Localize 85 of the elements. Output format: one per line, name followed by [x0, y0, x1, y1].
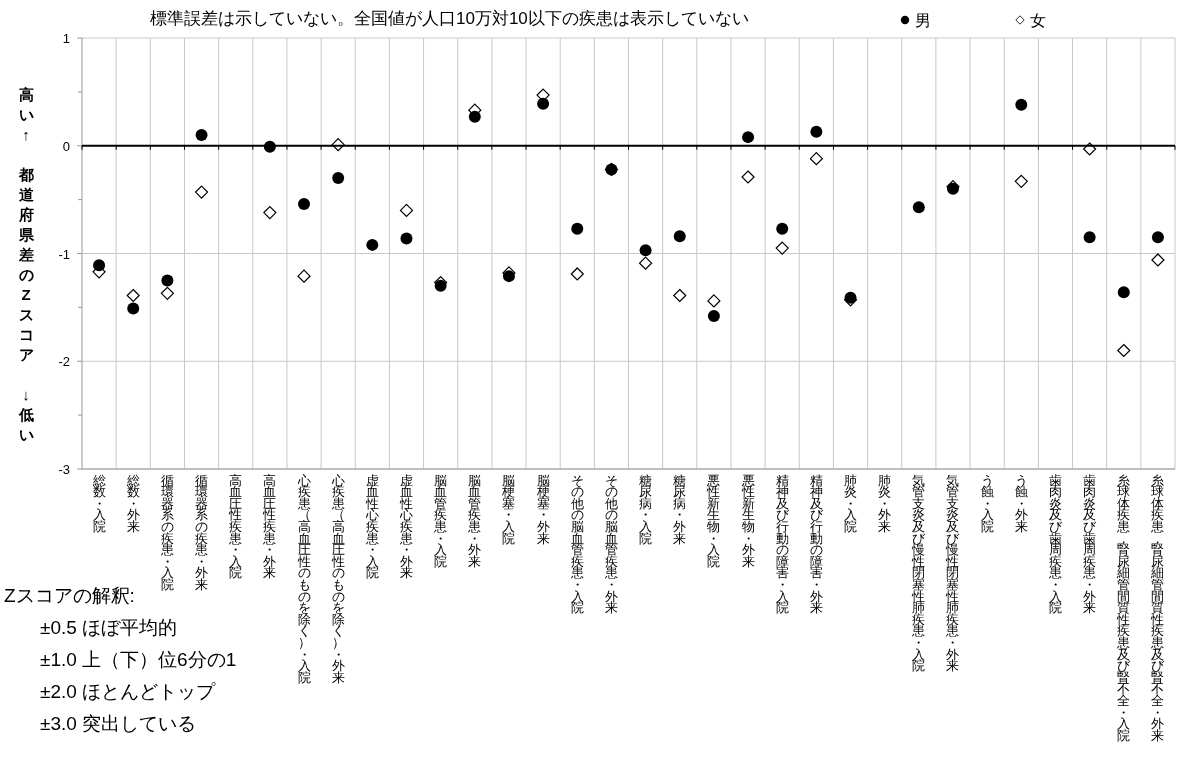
- point: [1015, 98, 1028, 111]
- point: [570, 267, 584, 281]
- category-label: 糸球体疾患，腎尿細管間質性疾患及び腎不全・入院: [1117, 473, 1131, 743]
- point: [127, 302, 140, 315]
- point: [160, 286, 174, 300]
- category-label: 虚血性心疾患・外来: [399, 473, 413, 581]
- text: ±0.5 ほぼ平均的: [40, 617, 178, 638]
- point: [810, 125, 823, 138]
- x-tick-label: 総数・入院: [91, 473, 106, 534]
- x-tick-label: 糖尿病・入院: [639, 473, 653, 546]
- point: [1117, 343, 1131, 358]
- point: [263, 205, 277, 220]
- legend-label: 男: [915, 12, 931, 29]
- point: [1151, 253, 1165, 267]
- point: [741, 170, 755, 184]
- category-label: 虚血性心疾患・入院: [365, 473, 379, 581]
- text: ±1.0 上（下）位6分の1: [40, 649, 237, 670]
- text: ±3.0 突出している: [40, 713, 197, 734]
- point: [126, 288, 140, 303]
- x-tick-label: 糖尿病・外来: [673, 473, 687, 546]
- point: [809, 152, 823, 166]
- y-tick-label: 0: [62, 138, 70, 154]
- point: [639, 244, 652, 257]
- x-tick-label: 脳血管疾患・外来: [467, 473, 482, 569]
- point: [1083, 142, 1097, 156]
- category-label: その他の脳血管疾患・入院: [570, 473, 584, 616]
- x-tick-label: う蝕・外来: [1014, 473, 1028, 534]
- category-label: その他の脳血管疾患・外来: [604, 473, 618, 616]
- point: [707, 294, 721, 308]
- category-label: 心疾患（高血圧性のものを除く）・入院: [297, 473, 311, 685]
- point: [638, 256, 653, 270]
- x-tick-label: 肺炎・入院: [844, 473, 858, 534]
- category-label: 高血圧性疾患・外来: [263, 473, 277, 581]
- point: [912, 201, 925, 214]
- category-label: 気管支炎及び慢性閉塞性肺疾患・外来: [946, 473, 960, 674]
- text: 高い↑ 都道府県差のZスコア ↓低い: [18, 86, 34, 443]
- point: [1014, 174, 1028, 188]
- x-tick-label: 脳梗塞・外来: [535, 473, 550, 546]
- x-tick-label: う蝕・入院: [980, 473, 994, 534]
- point: [400, 232, 413, 245]
- point: [775, 241, 789, 255]
- x-tick-label: 肺炎・外来: [878, 473, 892, 534]
- category-label: 歯肉炎及び歯周疾患・外来: [1083, 473, 1097, 616]
- point: [776, 222, 789, 235]
- point: [366, 238, 379, 251]
- point: [263, 140, 276, 153]
- point: [399, 203, 414, 217]
- y-tick-label: 1: [62, 31, 70, 46]
- chart-title: 標準誤差は示していない。全国値が人口10万対10以下の疾患は表示していない: [150, 9, 749, 28]
- x-tick-label: 脳血管疾患・入院: [433, 473, 448, 569]
- point: [1117, 286, 1130, 299]
- x-tick-label: 脳梗塞・入院: [501, 473, 516, 546]
- point: [673, 288, 687, 303]
- text: ±2.0 ほとんどトップ: [40, 681, 217, 702]
- category-label: 心疾患（高血圧性のものを除く）・外来: [331, 473, 345, 685]
- point: [673, 230, 686, 243]
- category-label: 歯肉炎及び歯周疾患・入院: [1048, 473, 1062, 616]
- x-tick-label: 悪性新生物・入院: [706, 473, 721, 569]
- point: [297, 269, 311, 283]
- point: [298, 197, 311, 210]
- x-tick-label: 総数・外来: [125, 473, 140, 534]
- point: [161, 274, 174, 287]
- y-tick-label: -1: [58, 246, 70, 262]
- y-tick-label: -3: [58, 462, 70, 477]
- point: [195, 128, 208, 141]
- point: [1151, 231, 1164, 244]
- point: [331, 138, 345, 152]
- text: Zスコアの解釈:: [4, 585, 135, 606]
- point: [537, 97, 550, 110]
- category-label: 循環器系の疾患・外来: [195, 473, 209, 592]
- point: [1083, 231, 1096, 244]
- category-label: 高血圧性疾患・入院: [229, 473, 243, 581]
- category-label: 気管支炎及び慢性閉塞性肺疾患・入院: [912, 473, 926, 674]
- category-label: 精神及び行動の障害・入院: [775, 473, 789, 616]
- x-tick-label: 悪性新生物・外来: [740, 473, 755, 569]
- category-label: 精神及び行動の障害・外来: [809, 473, 823, 616]
- point: [332, 172, 345, 185]
- legend-label: 女: [1030, 12, 1046, 29]
- point: [194, 185, 209, 199]
- category-label: 循環器系の疾患・入院: [160, 473, 174, 592]
- point: [742, 131, 755, 144]
- point: [707, 310, 720, 322]
- category-label: 糸球体疾患，腎尿細管間質性疾患及び腎不全・外来: [1151, 473, 1165, 743]
- point: [571, 222, 584, 235]
- y-tick-label: -2: [58, 354, 70, 370]
